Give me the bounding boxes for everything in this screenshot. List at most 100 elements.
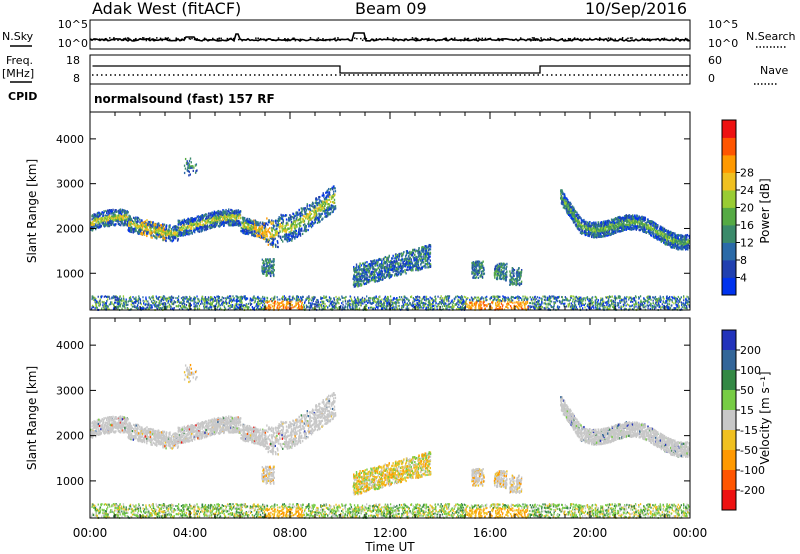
echo-cell <box>169 233 171 236</box>
echo-cell <box>254 224 256 227</box>
echo-cell <box>307 222 310 225</box>
echo-cell <box>313 208 316 211</box>
echo-cell <box>248 220 250 223</box>
echo-cell <box>190 222 193 225</box>
echo-cell <box>642 225 644 228</box>
noise-search-point <box>154 39 156 41</box>
echo-cell <box>635 215 638 218</box>
echo-cell <box>628 227 630 230</box>
echo-cell <box>201 218 203 221</box>
echo-cell <box>631 217 634 221</box>
echo-cell <box>317 218 320 222</box>
echo-cell <box>102 219 104 222</box>
echo-cell <box>188 232 190 236</box>
echo-cell <box>138 230 141 233</box>
echo-cell <box>297 219 299 222</box>
echo-cell <box>153 223 155 226</box>
noise-search-point <box>182 38 184 41</box>
echo-cell <box>272 237 274 241</box>
echo-cell <box>636 223 639 226</box>
echo-cell <box>291 239 293 242</box>
echo-cell <box>152 226 154 229</box>
echo-cell <box>91 215 93 218</box>
echo-cell <box>297 234 299 237</box>
echo-cell <box>278 219 281 222</box>
echo-cell <box>639 229 641 232</box>
noise-search-point <box>553 38 555 40</box>
echo-cell <box>625 215 628 218</box>
echo-cell <box>299 215 302 218</box>
echo-cell <box>569 214 571 217</box>
echo-cell <box>666 232 668 235</box>
echo-cell <box>114 215 116 218</box>
echo-cell <box>180 225 183 229</box>
echo-cell <box>187 219 189 223</box>
echo-cell <box>248 217 251 221</box>
echo-cell <box>233 223 236 226</box>
echo-cell <box>204 224 206 227</box>
noise-search-point <box>284 38 286 40</box>
echo-cell <box>632 224 634 227</box>
echo-cell <box>214 221 216 224</box>
echo-cell <box>268 239 271 242</box>
echo-cell <box>606 229 609 232</box>
echo-cell <box>207 220 210 223</box>
echo-cell <box>185 227 187 230</box>
echo-cell <box>243 224 246 227</box>
echo-cell <box>228 219 230 222</box>
noise-search-point <box>609 37 612 40</box>
echo-cell <box>112 217 115 220</box>
echo-cell <box>130 217 132 220</box>
echo-cell <box>323 200 325 204</box>
echo-cell <box>681 239 683 243</box>
echo-cell <box>119 208 122 211</box>
noise-search-point <box>272 39 274 41</box>
echo-cell <box>322 200 324 203</box>
noise-search-point <box>189 38 192 40</box>
echo-cell <box>289 216 291 220</box>
echo-cell <box>190 218 192 221</box>
echo-cell <box>332 210 334 213</box>
echo-cell <box>175 231 177 235</box>
echo-cell <box>91 229 94 232</box>
echo-cell <box>206 221 208 224</box>
echo-cell <box>211 219 213 222</box>
echo-cell <box>207 212 210 215</box>
echo-cell <box>576 211 578 214</box>
noise-search-point <box>663 39 666 41</box>
echo-cell <box>147 230 149 233</box>
echo-cell <box>210 226 212 229</box>
noise-search-point <box>188 37 191 40</box>
noise-search-point <box>324 39 327 42</box>
echo-cell <box>281 235 284 238</box>
noise-search-point <box>337 37 339 39</box>
echo-cell <box>679 245 681 248</box>
echo-cell <box>567 213 570 216</box>
echo-cell <box>197 218 200 222</box>
echo-cell <box>215 220 217 224</box>
echo-cell <box>612 232 614 236</box>
echo-cell <box>680 235 682 239</box>
echo-cell <box>169 239 172 242</box>
echo-cell <box>190 227 192 230</box>
echo-cell <box>115 223 117 226</box>
noise-search-point <box>533 37 535 39</box>
echo-cell <box>190 231 193 234</box>
echo-cell <box>121 222 124 225</box>
echo-cell <box>226 212 229 215</box>
echo-cell <box>578 221 581 224</box>
echo-cell <box>329 195 331 198</box>
echo-cell <box>154 225 156 228</box>
echo-cell <box>607 228 610 231</box>
echo-cell <box>176 233 179 236</box>
echo-cell <box>314 201 316 205</box>
echo-cell <box>95 226 97 229</box>
echo-cell <box>578 219 580 222</box>
echo-cell <box>201 220 203 223</box>
echo-cell <box>185 231 188 234</box>
echo-cell <box>160 232 163 235</box>
echo-cell <box>125 214 127 217</box>
echo-cell <box>249 231 252 234</box>
echo-cell <box>578 227 580 231</box>
echo-cell <box>259 236 262 239</box>
